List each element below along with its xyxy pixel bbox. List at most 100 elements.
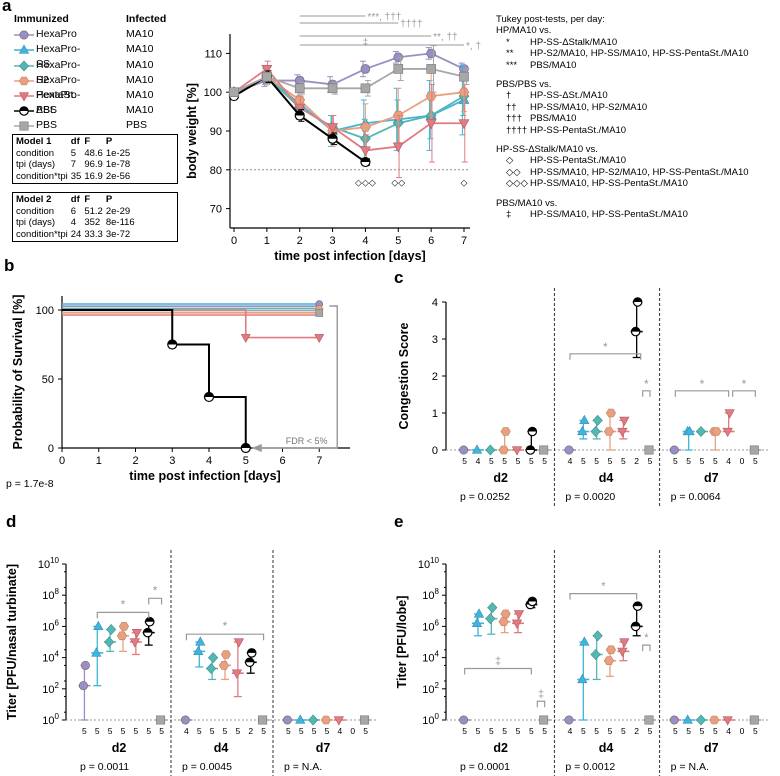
marker-shape	[604, 427, 614, 436]
sample-size: 0	[350, 726, 355, 736]
day-label: d7	[316, 741, 331, 755]
marker-shape	[579, 414, 590, 425]
model-cell: tpi (days)	[16, 159, 56, 170]
data-point	[208, 652, 219, 664]
significance-symbol: ‡	[538, 688, 544, 700]
y-tick-label: 108	[422, 587, 439, 602]
legend-marker	[14, 76, 34, 86]
group-HexaPro-PentaSt.	[709, 715, 722, 725]
data-point	[513, 610, 525, 620]
marker-shape	[78, 681, 88, 691]
model-row: condition 5 48.6 1e-25	[16, 148, 133, 160]
marker-shape	[473, 608, 485, 618]
group-PBS	[142, 616, 155, 646]
data-point	[360, 83, 371, 94]
group-PBS	[644, 715, 656, 725]
data-point	[590, 426, 601, 437]
sample-size: 5	[594, 726, 599, 736]
legend-infected: MA10	[126, 43, 154, 56]
tukey-group: PBS/MA10 vs. ‡ HP-SS/MA10, HP-SS-PentaSt./…	[496, 198, 688, 221]
sample-size: 5	[621, 456, 626, 466]
legend-label: HexaPro-ΔSt.	[36, 88, 81, 116]
data-point	[630, 326, 641, 337]
marker-shape	[117, 631, 127, 641]
sample-size: 4	[476, 456, 481, 466]
group-PBS	[538, 715, 551, 725]
marker-shape	[258, 715, 268, 725]
marker-shape	[500, 427, 511, 436]
marker-shape	[327, 83, 338, 94]
tukey-text: HP-SS-PentaSt./MA10	[530, 155, 627, 167]
data-point	[669, 445, 679, 455]
group-PBS	[257, 715, 270, 725]
panel-label-b: b	[4, 256, 15, 275]
data-point	[459, 445, 469, 455]
data-point	[459, 71, 469, 82]
panel-label-d: d	[6, 512, 17, 531]
data-point	[473, 608, 485, 618]
group-PBS	[244, 648, 257, 674]
group-PBS	[538, 445, 551, 455]
sample-size: 4	[726, 726, 731, 736]
group-HexaPro-S2	[485, 444, 498, 456]
p-value: p = 0.0011	[80, 761, 129, 773]
marker-shape	[711, 427, 722, 436]
marker-shape	[498, 617, 509, 626]
marker-shape	[539, 715, 549, 725]
sample-size: 5	[286, 726, 291, 736]
survival-marker	[240, 334, 251, 344]
chart-body-weight: 70 80 90 100 110 0 1 2 3 4 5 6 7 time post infection …	[185, 12, 481, 262]
data-point	[669, 715, 679, 725]
tukey-row: ** HP-S2/MA10, HP-SS/MA10, HP-SS-PentaSt.…	[496, 48, 749, 59]
marker-half	[295, 110, 305, 116]
data-point	[261, 65, 273, 75]
data-point	[579, 414, 590, 425]
marker-half	[631, 327, 640, 332]
sample-size: 5	[325, 726, 330, 736]
sample-size: 4	[568, 726, 573, 736]
marker-half	[526, 445, 535, 450]
tukey-text: PBS/MA10	[530, 113, 577, 125]
marker-shape	[592, 414, 603, 426]
group-HexaPro-PentaSt.	[498, 609, 511, 634]
model-header-cell: P	[105, 194, 113, 205]
tick-base: 10	[42, 715, 54, 727]
day-label: d7	[704, 741, 719, 755]
tick-exp: 2	[435, 681, 440, 690]
series-PBS/PBS	[229, 45, 470, 97]
sample-size: 2	[248, 726, 253, 736]
sample-size: 5	[108, 726, 113, 736]
model-cell: 35	[70, 170, 82, 182]
marker-shape	[709, 715, 720, 725]
day-label: d4	[599, 471, 614, 485]
data-point	[487, 602, 498, 614]
data-point	[498, 445, 509, 455]
marker-half	[245, 658, 254, 663]
legend-infected: MA10	[126, 28, 154, 41]
survival-end-marker	[315, 309, 324, 317]
data-point	[577, 425, 588, 436]
data-point	[231, 669, 242, 679]
sample-size: 0	[740, 726, 745, 736]
marker-shape	[577, 425, 588, 436]
y-tick-label: 1010	[38, 556, 60, 571]
data-point	[156, 715, 166, 725]
x-tick-label: 0	[231, 235, 237, 247]
data-point	[724, 409, 735, 419]
significance-label: ‡	[363, 38, 369, 49]
tukey-row: * HP-SS-ΔStalk/MA10	[496, 37, 617, 48]
model-cell: 5	[70, 147, 77, 159]
sample-size: 5	[146, 726, 151, 736]
data-point	[644, 715, 654, 725]
y-tick-label: 102	[422, 681, 439, 696]
fdr-label: FDR < 5%	[286, 436, 328, 446]
data-point	[527, 596, 538, 607]
day-label: d4	[214, 741, 229, 755]
group-HexaPro-S2	[590, 630, 603, 681]
significance-label: **, ††	[433, 32, 457, 43]
significance-star: *	[121, 597, 126, 611]
sample-size: 5	[608, 726, 613, 736]
tick-exp: 8	[55, 587, 60, 596]
group-HexaPro-S2	[695, 714, 708, 726]
